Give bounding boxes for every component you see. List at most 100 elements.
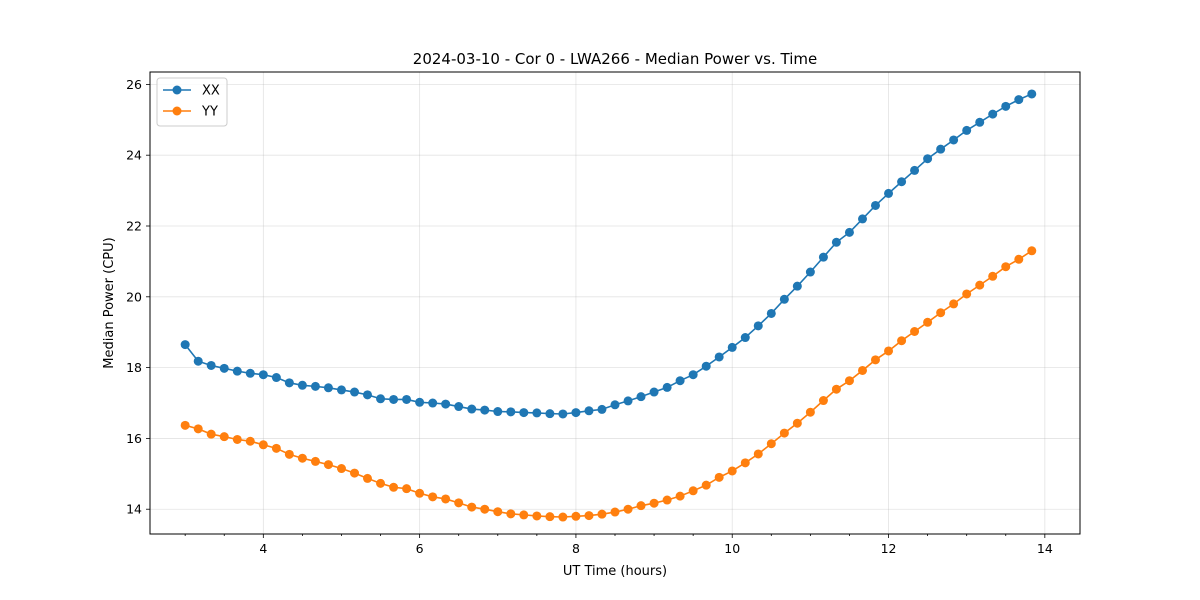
data-point-yy bbox=[415, 488, 425, 498]
data-point-yy bbox=[271, 443, 281, 453]
data-point-yy bbox=[206, 429, 216, 439]
data-point-yy bbox=[701, 480, 711, 490]
data-point-xx bbox=[831, 237, 841, 247]
data-point-xx bbox=[454, 402, 464, 412]
data-point-xx bbox=[284, 378, 294, 388]
data-point-xx bbox=[610, 400, 620, 410]
data-point-xx bbox=[636, 392, 646, 402]
data-point-yy bbox=[753, 449, 763, 459]
y-tick-label: 16 bbox=[126, 431, 142, 446]
data-point-yy bbox=[428, 492, 438, 502]
data-point-xx bbox=[701, 361, 711, 371]
data-point-xx bbox=[584, 406, 594, 416]
data-point-xx bbox=[310, 381, 320, 391]
data-point-yy bbox=[779, 428, 789, 438]
data-point-xx bbox=[662, 382, 672, 392]
data-point-yy bbox=[636, 501, 646, 511]
data-point-xx bbox=[415, 397, 425, 407]
data-point-xx bbox=[193, 356, 203, 366]
x-tick-label: 14 bbox=[1037, 541, 1053, 556]
data-point-yy bbox=[297, 453, 307, 463]
legend-label-yy: YY bbox=[201, 105, 218, 120]
data-point-xx bbox=[727, 342, 737, 352]
data-point-xx bbox=[1027, 89, 1037, 99]
data-point-xx bbox=[232, 366, 242, 376]
data-point-xx bbox=[350, 387, 360, 397]
data-point-yy bbox=[740, 458, 750, 468]
data-point-xx bbox=[480, 405, 490, 415]
data-point-yy bbox=[336, 464, 346, 474]
data-point-xx bbox=[245, 368, 255, 378]
series-yy bbox=[180, 246, 1037, 522]
data-point-yy bbox=[180, 420, 190, 430]
data-point-yy bbox=[545, 512, 555, 522]
data-point-xx bbox=[297, 380, 307, 390]
data-point-yy bbox=[193, 424, 203, 434]
data-point-yy bbox=[389, 482, 399, 492]
data-point-xx bbox=[975, 117, 985, 127]
data-point-xx bbox=[844, 227, 854, 237]
data-point-yy bbox=[506, 509, 516, 519]
data-point-xx bbox=[805, 267, 815, 277]
data-point-xx bbox=[258, 370, 268, 380]
data-point-yy bbox=[884, 346, 894, 356]
data-point-yy bbox=[323, 460, 333, 470]
series-layer bbox=[180, 89, 1037, 522]
data-point-yy bbox=[870, 355, 880, 365]
data-point-xx bbox=[962, 125, 972, 135]
y-tick-label: 20 bbox=[126, 289, 142, 304]
chart-title: 2024-03-10 - Cor 0 - LWA266 - Median Pow… bbox=[413, 50, 817, 68]
data-point-yy bbox=[1027, 246, 1037, 256]
data-point-xx bbox=[519, 408, 529, 418]
x-tick-label: 8 bbox=[572, 541, 580, 556]
data-point-yy bbox=[493, 507, 503, 517]
data-point-yy bbox=[454, 498, 464, 508]
data-point-xx bbox=[219, 363, 229, 373]
data-point-yy bbox=[610, 507, 620, 517]
data-point-xx bbox=[336, 385, 346, 395]
x-tick-label: 12 bbox=[881, 541, 897, 556]
legend-label-xx: XX bbox=[202, 84, 220, 99]
data-point-yy bbox=[245, 436, 255, 446]
data-point-xx bbox=[779, 294, 789, 304]
data-point-yy bbox=[818, 396, 828, 406]
data-point-yy bbox=[792, 418, 802, 428]
data-point-xx bbox=[675, 376, 685, 386]
data-point-xx bbox=[271, 373, 281, 383]
data-point-yy bbox=[844, 376, 854, 386]
data-point-xx bbox=[571, 408, 581, 418]
x-tick-label: 6 bbox=[416, 541, 424, 556]
data-point-xx bbox=[792, 281, 802, 291]
data-point-yy bbox=[727, 466, 737, 476]
data-point-xx bbox=[558, 409, 568, 419]
data-point-yy bbox=[1001, 262, 1011, 272]
data-point-xx bbox=[428, 398, 438, 408]
data-point-yy bbox=[858, 365, 868, 375]
data-point-yy bbox=[1014, 254, 1024, 264]
data-point-xx bbox=[493, 407, 503, 417]
data-point-yy bbox=[766, 439, 776, 449]
data-point-xx bbox=[897, 177, 907, 187]
data-point-xx bbox=[545, 409, 555, 419]
data-point-yy bbox=[284, 449, 294, 459]
x-axis-ticks: 4 6 8 10 12 14 bbox=[184, 534, 1053, 556]
x-tick-label: 10 bbox=[724, 541, 740, 556]
y-tick-label: 18 bbox=[126, 360, 142, 375]
data-point-xx bbox=[766, 308, 776, 318]
data-point-yy bbox=[962, 289, 972, 299]
y-tick-label: 26 bbox=[126, 77, 142, 92]
data-point-yy bbox=[532, 511, 542, 521]
legend-marker-yy bbox=[172, 106, 182, 116]
data-point-xx bbox=[923, 154, 933, 164]
data-point-xx bbox=[506, 407, 516, 417]
data-point-xx bbox=[180, 340, 190, 350]
data-point-yy bbox=[519, 510, 529, 520]
data-point-xx bbox=[870, 200, 880, 210]
data-point-yy bbox=[480, 504, 490, 514]
data-point-xx bbox=[910, 165, 920, 175]
data-point-yy bbox=[936, 308, 946, 318]
y-axis-ticks: 14 16 18 20 22 24 26 bbox=[126, 77, 150, 517]
data-point-xx bbox=[688, 370, 698, 380]
data-point-xx bbox=[623, 396, 633, 406]
data-point-xx bbox=[753, 321, 763, 331]
